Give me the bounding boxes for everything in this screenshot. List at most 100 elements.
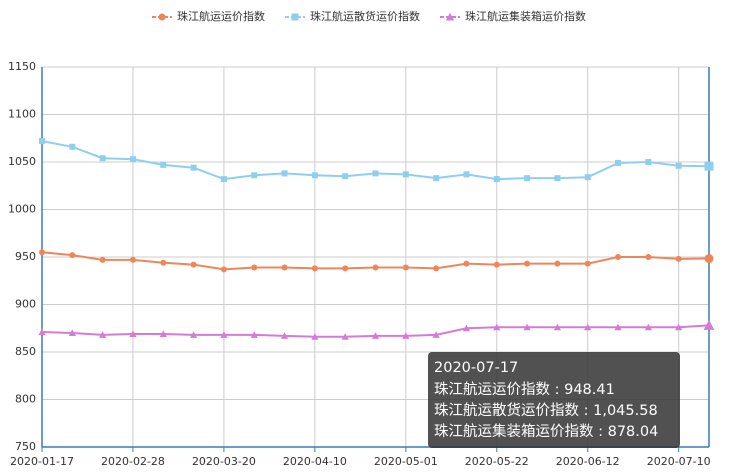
marker: [281, 264, 288, 271]
marker: [251, 172, 258, 179]
marker: [311, 333, 319, 340]
marker: [38, 328, 46, 336]
marker: [402, 264, 409, 271]
marker: [372, 264, 379, 271]
tooltip-text: :: [594, 424, 608, 440]
marker: [645, 159, 652, 165]
tooltip-text: :: [550, 382, 564, 398]
marker: [190, 261, 197, 268]
marker: [371, 332, 380, 339]
x-tick-label: 2020-05-01: [374, 455, 438, 468]
tooltip-item: 珠江航运运价指数 : 948.41: [434, 381, 615, 398]
tooltip-item: 珠江航运散货运价指数 : 1,045.58: [434, 402, 658, 419]
marker: [220, 331, 228, 338]
marker: [251, 264, 258, 271]
y-tick-label: 900: [15, 298, 36, 311]
marker: [291, 13, 299, 21]
legend-label: 珠江航运运价指数: [177, 9, 265, 23]
marker: [159, 330, 167, 337]
marker: [281, 170, 288, 177]
marker: [524, 260, 531, 267]
y-tick-label: 950: [15, 250, 36, 263]
marker: [99, 331, 107, 338]
marker: [99, 155, 106, 162]
marker: [372, 170, 379, 177]
marker: [584, 174, 591, 181]
marker: [675, 162, 682, 169]
tooltip-title: 2020-07-17: [434, 360, 518, 376]
marker: [129, 256, 136, 263]
marker: [462, 324, 471, 332]
marker: [614, 323, 622, 331]
marker: [342, 173, 349, 180]
marker: [69, 143, 76, 150]
y-tick-label: 850: [15, 345, 36, 358]
legend-label: 珠江航运集装箱运价指数: [465, 9, 586, 23]
marker: [463, 260, 470, 267]
tooltip: 2020-07-17 珠江航运运价指数 : 948.41 珠江航运散货运价指数 : …: [428, 352, 680, 448]
tooltip-text: :: [579, 403, 593, 419]
marker: [68, 329, 76, 336]
marker: [524, 175, 531, 182]
marker: [675, 255, 682, 262]
marker: [493, 261, 500, 268]
marker: [250, 331, 258, 338]
marker: [402, 332, 410, 339]
tooltip-text: 878.04: [608, 424, 659, 440]
tooltip-item: 珠江航运集装箱运价指数 : 878.04: [434, 423, 658, 440]
marker: [615, 254, 622, 260]
marker: [342, 265, 349, 272]
marker: [433, 265, 440, 272]
marker: [554, 175, 561, 182]
marker: [645, 254, 652, 260]
marker: [311, 172, 318, 179]
y-tick-label: 1150: [8, 60, 36, 73]
marker: [311, 265, 318, 272]
marker: [615, 159, 622, 166]
marker: [704, 161, 714, 171]
marker: [220, 176, 227, 183]
x-tick-label: 2020-02-28: [101, 455, 165, 468]
marker: [220, 266, 227, 273]
marker: [129, 330, 137, 337]
marker: [158, 13, 166, 21]
marker: [493, 176, 500, 183]
y-tick-label: 750: [15, 440, 36, 453]
marker: [445, 12, 455, 21]
y-tick-label: 1050: [8, 155, 36, 168]
marker: [523, 323, 531, 331]
marker: [493, 323, 501, 331]
marker: [432, 331, 440, 338]
marker: [160, 259, 167, 266]
x-tick-label: 2020-04-10: [283, 455, 347, 468]
x-tick-label: 2020-05-22: [465, 455, 529, 468]
marker: [341, 333, 349, 340]
marker: [129, 156, 136, 163]
tooltip-text: 珠江航运运价指数: [434, 381, 550, 398]
marker: [190, 164, 197, 171]
legend-label: 珠江航运散货运价指数: [310, 9, 420, 23]
marker: [644, 323, 652, 331]
marker: [433, 175, 440, 182]
marker: [463, 171, 470, 178]
marker: [675, 323, 683, 331]
tooltip-text: 1,045.58: [593, 403, 658, 419]
x-tick-label: 2020-07-10: [647, 455, 711, 468]
tooltip-text: 948.41: [564, 382, 615, 398]
x-tick-label: 2020-06-12: [556, 455, 620, 468]
marker: [69, 252, 76, 259]
y-tick-label: 1100: [8, 108, 36, 121]
y-tick-label: 800: [15, 393, 36, 406]
x-tick-label: 2020-03-20: [192, 455, 256, 468]
marker: [584, 323, 592, 331]
marker: [553, 323, 562, 331]
marker: [402, 171, 409, 178]
marker: [160, 161, 167, 168]
marker: [584, 260, 591, 267]
marker: [704, 254, 714, 264]
marker: [703, 319, 715, 330]
x-tick-label: 2020-01-17: [10, 455, 74, 468]
marker: [280, 332, 289, 339]
y-tick-label: 1000: [8, 203, 36, 216]
marker: [554, 260, 561, 267]
